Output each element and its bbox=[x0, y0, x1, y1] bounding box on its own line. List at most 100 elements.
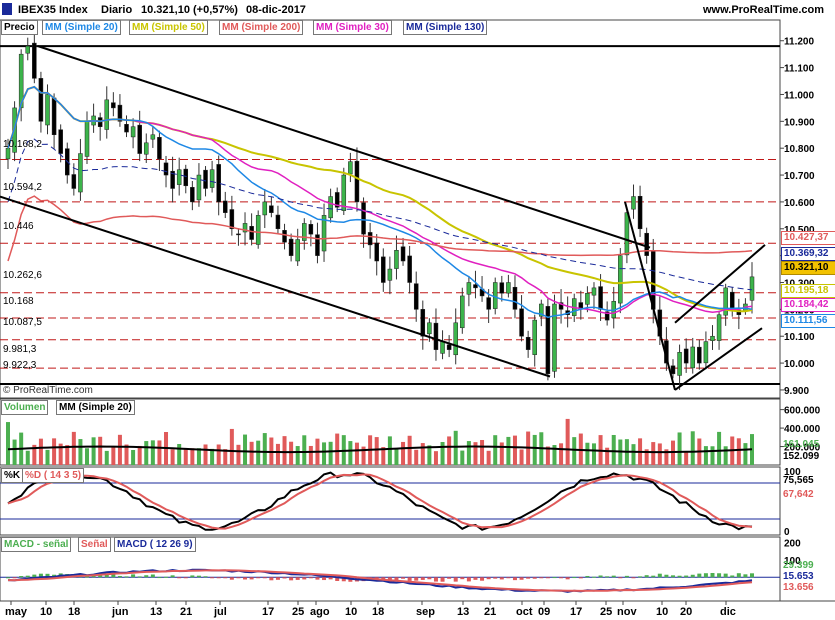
candle-body bbox=[387, 268, 393, 281]
macd-histogram-bar bbox=[12, 577, 17, 579]
x-tick-label: 25 bbox=[600, 606, 612, 618]
y-tick-label: 10.900 bbox=[784, 117, 815, 128]
volume-bar bbox=[203, 444, 208, 465]
candle-body bbox=[683, 348, 689, 364]
candle-body bbox=[525, 336, 531, 350]
candle-body bbox=[84, 121, 90, 157]
volume-bar bbox=[512, 435, 517, 465]
volume-bar bbox=[229, 428, 234, 465]
legend-macd: MACD ( 12 26 9) bbox=[114, 537, 196, 552]
macd-histogram-bar bbox=[45, 573, 50, 578]
volume-bar bbox=[6, 422, 10, 465]
x-tick-label: 10 bbox=[345, 606, 357, 618]
mm20-line bbox=[7, 86, 753, 319]
candle-body bbox=[453, 322, 458, 356]
volume-bar bbox=[552, 445, 557, 465]
macd-histogram-bar bbox=[638, 576, 643, 578]
candle-body bbox=[512, 286, 518, 310]
candle-body bbox=[229, 209, 235, 230]
macd-histogram-bar bbox=[229, 577, 234, 580]
macd-histogram-bar bbox=[420, 577, 425, 580]
macd-histogram-bar bbox=[559, 577, 564, 579]
volume-bar bbox=[282, 436, 287, 465]
candle-body bbox=[275, 214, 281, 230]
macd-histogram-bar bbox=[177, 577, 182, 579]
level-label-7: 9.981,3 bbox=[3, 344, 37, 355]
x-tick-label: sep bbox=[416, 606, 435, 618]
candle-body bbox=[677, 352, 682, 376]
x-tick-label: 13 bbox=[457, 606, 469, 618]
volume-bar bbox=[499, 442, 504, 465]
volume-bar bbox=[348, 441, 353, 465]
macd-histogram-bar bbox=[611, 575, 616, 578]
candle-body bbox=[703, 341, 709, 364]
level-label-2: 10.594,2 bbox=[3, 182, 42, 193]
candle-body bbox=[196, 174, 202, 201]
candle-body bbox=[407, 255, 412, 283]
stoch-tick-label: 100 bbox=[784, 467, 801, 478]
candle-body bbox=[486, 297, 491, 310]
macd-histogram-bar bbox=[750, 573, 754, 578]
candle-body bbox=[242, 223, 248, 233]
candle-body bbox=[216, 164, 221, 203]
macd-histogram-bar bbox=[262, 577, 267, 579]
candle-body bbox=[545, 306, 551, 375]
volume-bar bbox=[236, 444, 241, 465]
macd-histogram-bar bbox=[289, 577, 294, 581]
stoch-k-line bbox=[7, 471, 753, 531]
candle-body bbox=[176, 169, 182, 185]
volume-bar bbox=[58, 443, 63, 465]
volume-bar bbox=[32, 444, 37, 465]
macd-histogram-bar bbox=[591, 576, 596, 578]
volume-bar bbox=[275, 443, 280, 465]
volume-bar bbox=[519, 449, 524, 465]
x-tick-label: 21 bbox=[180, 606, 192, 618]
volume-bar bbox=[361, 446, 366, 465]
price-box-mm200: 10.427,37 bbox=[781, 231, 835, 245]
macd-histogram-bar bbox=[190, 575, 195, 578]
volume-bar bbox=[440, 442, 445, 465]
candle-body bbox=[18, 53, 24, 109]
candle-body bbox=[591, 287, 597, 296]
candle-body bbox=[308, 224, 314, 235]
candle-body bbox=[558, 302, 564, 310]
volume-bar bbox=[480, 439, 485, 465]
volume-bar bbox=[611, 434, 616, 465]
candle-body bbox=[137, 124, 142, 154]
macd-histogram-bar bbox=[453, 577, 458, 582]
candle-body bbox=[690, 346, 695, 369]
volume-bar bbox=[545, 446, 550, 465]
candle-body bbox=[400, 246, 406, 262]
volume-bar bbox=[196, 448, 201, 465]
macd-histogram-bar bbox=[670, 575, 675, 578]
macd-histogram-bar bbox=[19, 576, 24, 578]
candle-body bbox=[716, 314, 722, 341]
volume-bar bbox=[117, 434, 122, 465]
volume-bar bbox=[559, 443, 564, 465]
trend-line-drop bbox=[624, 201, 676, 391]
macd-histogram-bar bbox=[196, 575, 201, 578]
volume-bar bbox=[98, 436, 103, 465]
macd-value-1: 29.399 bbox=[783, 560, 814, 571]
candle-body bbox=[328, 196, 333, 219]
legend-mm200: MM (Simple 200) bbox=[219, 20, 304, 35]
candle-body bbox=[466, 282, 472, 295]
y-tick-label: 10.300 bbox=[784, 278, 815, 289]
macd-histogram-bar bbox=[131, 574, 136, 578]
macd-histogram-bar bbox=[124, 576, 129, 578]
volume-bar bbox=[447, 436, 452, 465]
macd-histogram-bar bbox=[690, 574, 695, 578]
volume-bar bbox=[631, 444, 636, 465]
volume-bar bbox=[684, 451, 689, 465]
macd-histogram-bar bbox=[539, 577, 544, 579]
candle-body bbox=[223, 200, 228, 213]
macd-histogram-bar bbox=[486, 577, 491, 580]
volume-bar bbox=[433, 451, 438, 465]
volume-bar bbox=[177, 443, 182, 465]
volume-bar bbox=[466, 441, 471, 465]
volume-bar bbox=[605, 447, 610, 465]
legend-mm130: MM (Simple 130) bbox=[403, 20, 488, 35]
volume-bar bbox=[144, 441, 149, 465]
y-tick-label: 10.100 bbox=[784, 332, 815, 343]
